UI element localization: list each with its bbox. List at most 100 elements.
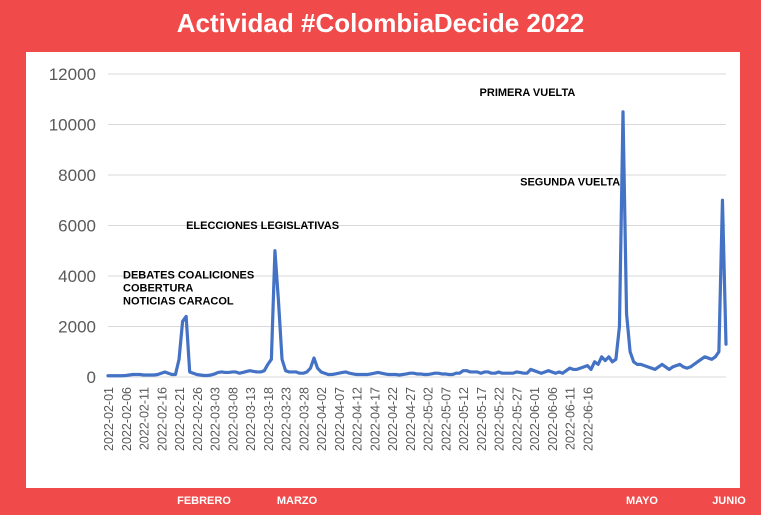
data-point [533, 370, 535, 372]
data-point [558, 371, 560, 373]
data-point [309, 367, 312, 369]
x-tick-label: 2022-04-02 [315, 387, 329, 451]
y-tick-label: 4000 [58, 267, 96, 286]
data-point [181, 320, 184, 323]
data-point [530, 368, 532, 371]
x-tick-label: 2022-06-06 [546, 387, 560, 451]
y-tick-label: 2000 [58, 318, 96, 337]
data-point [682, 366, 684, 368]
data-point [700, 358, 702, 360]
x-tick-label: 2022-02-06 [120, 387, 134, 451]
data-point [455, 372, 457, 374]
data-point [192, 372, 194, 374]
x-tick-label: 2022-05-07 [439, 387, 453, 451]
x-tick-label: 2022-04-22 [386, 387, 400, 451]
data-point [387, 373, 390, 376]
data-point [629, 351, 631, 353]
data-point [633, 361, 635, 363]
data-point [189, 371, 191, 373]
data-point [515, 371, 518, 373]
x-tick-label: 2022-03-23 [280, 387, 294, 451]
data-point [238, 372, 241, 374]
data-point [640, 363, 642, 365]
data-point [601, 356, 603, 358]
data-point [483, 371, 486, 373]
x-tick-label: 2022-05-27 [510, 387, 524, 451]
data-point [277, 300, 280, 302]
data-point [544, 371, 546, 373]
data-point [459, 372, 461, 374]
data-point [647, 366, 649, 368]
data-point [160, 372, 162, 374]
x-tick-label: 2022-02-21 [173, 387, 187, 451]
data-point [650, 367, 653, 369]
data-point [288, 371, 290, 373]
data-point [672, 366, 674, 368]
data-point [270, 358, 272, 360]
x-tick-label: 2022-06-16 [581, 387, 595, 451]
x-tick-label: 2022-03-18 [262, 387, 276, 451]
data-point [693, 363, 695, 365]
month-label-febrero: FEBRERO [177, 495, 231, 507]
data-point [341, 371, 344, 374]
x-tick-label: 2022-03-13 [244, 387, 258, 451]
data-point [583, 366, 585, 368]
data-point [462, 370, 464, 372]
data-point [622, 111, 624, 113]
x-tick-label: 2022-03-08 [226, 387, 240, 451]
data-point [615, 358, 617, 360]
data-point [590, 368, 592, 371]
data-point [505, 372, 507, 374]
data-point [171, 373, 173, 376]
data-point [675, 365, 677, 367]
data-point [196, 373, 198, 376]
data-point [224, 371, 226, 374]
annotation-label: NOTICIAS CARACOL [123, 295, 234, 307]
x-tick-label: 2022-04-12 [351, 387, 365, 451]
data-point [356, 373, 358, 376]
x-tick-label: 2022-05-22 [493, 387, 507, 451]
annotation-label: COBERTURA [123, 282, 193, 294]
data-point [512, 372, 514, 374]
data-point [508, 372, 510, 374]
data-point [178, 358, 180, 360]
y-tick-label: 8000 [58, 166, 96, 185]
data-point [260, 371, 262, 373]
data-point [657, 366, 660, 368]
data-point [125, 374, 127, 377]
data-point [203, 374, 205, 377]
data-point [398, 374, 400, 376]
data-point [547, 370, 550, 372]
data-point [466, 370, 468, 372]
data-point [391, 373, 393, 376]
data-point [302, 372, 304, 374]
data-point [114, 375, 116, 377]
data-point [604, 359, 606, 362]
data-point [434, 372, 436, 374]
data-point [526, 372, 528, 374]
data-point [135, 373, 138, 376]
data-point [665, 366, 667, 368]
data-point [551, 371, 553, 373]
data-point [128, 374, 130, 376]
data-point [519, 371, 521, 374]
data-point [711, 358, 713, 360]
data-point [423, 373, 425, 376]
data-point [245, 370, 248, 373]
data-point [199, 374, 201, 376]
month-label-mayo: MAYO [626, 495, 658, 507]
y-tick-label: 0 [87, 368, 96, 387]
data-point [448, 373, 450, 376]
data-point [490, 372, 493, 374]
data-point [451, 373, 454, 376]
data-point [150, 374, 152, 376]
data-point [281, 358, 283, 360]
data-point [668, 368, 670, 371]
data-point [419, 373, 422, 375]
data-point [494, 372, 496, 374]
data-point [572, 368, 574, 371]
data-point [142, 374, 145, 376]
data-point [597, 363, 599, 365]
y-tick-label: 12000 [49, 65, 96, 84]
line-chart: 0 2000 4000 6000 8000 10000 12000 2022-02-01 202… [49, 65, 728, 451]
